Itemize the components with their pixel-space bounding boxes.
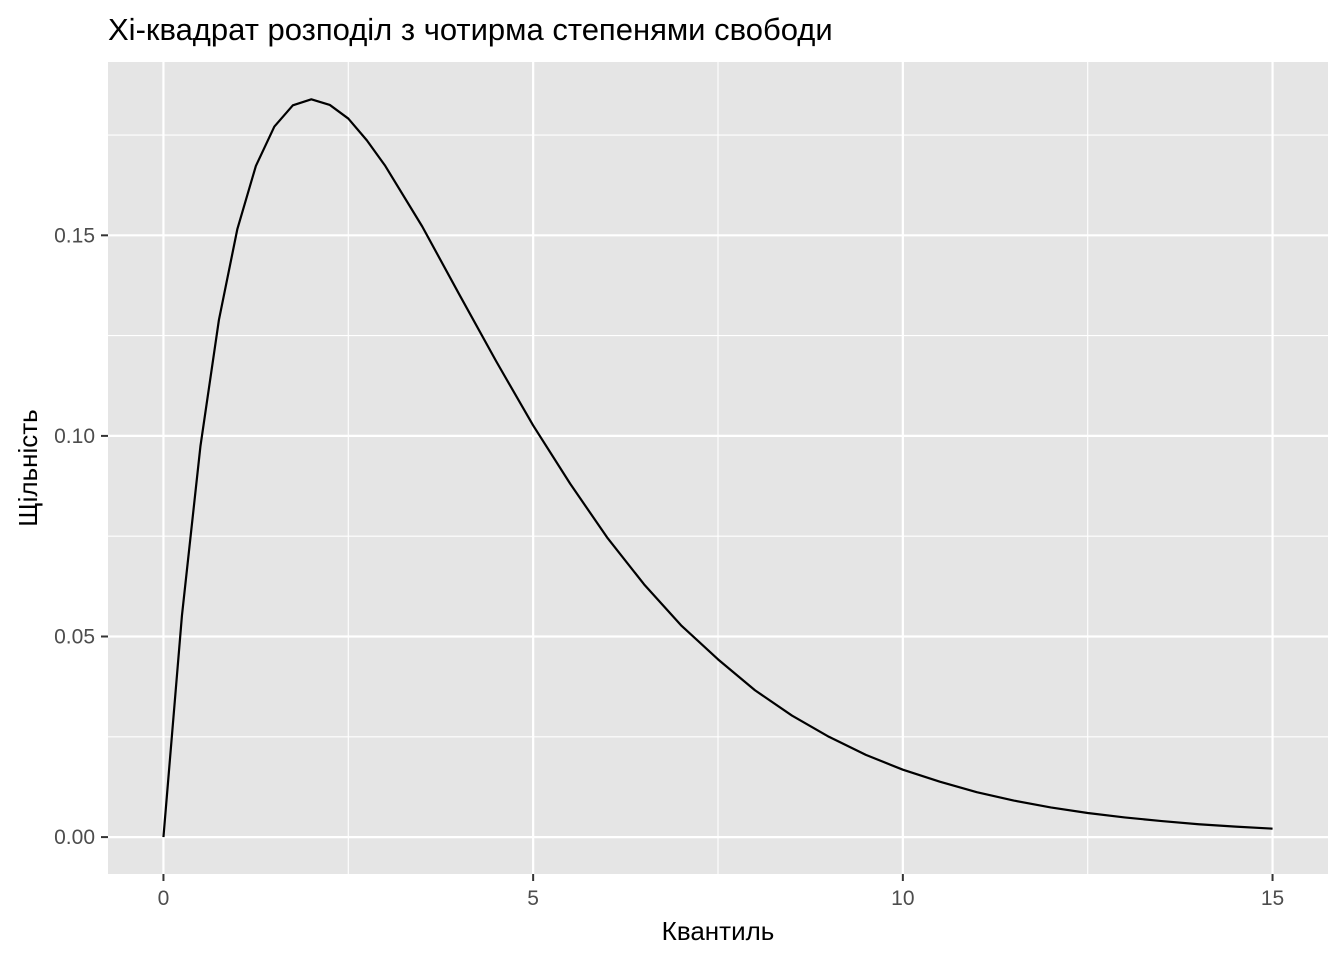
y-tick-label: 0.00 (54, 826, 95, 849)
y-tick-labels: 0.00 0.05 0.10 0.15 (54, 224, 95, 849)
minor-gridlines (108, 62, 1328, 874)
major-gridlines (108, 62, 1328, 874)
y-axis-title: Щільність (13, 409, 43, 526)
density-curve-line (162, 98, 1273, 838)
series-layer (162, 98, 1273, 838)
x-tick-label: 15 (1261, 887, 1284, 910)
y-tick-label: 0.05 (54, 625, 95, 648)
x-tick-labels: 0 5 10 15 (158, 887, 1285, 910)
x-tick-label: 5 (527, 887, 539, 910)
y-tick-label: 0.15 (54, 224, 95, 247)
x-axis-title: Квантиль (662, 916, 775, 946)
x-tick-label: 0 (158, 887, 170, 910)
y-tick-label: 0.10 (54, 425, 95, 448)
chart-title: Хі-квадрат розподіл з чотирма степенями … (108, 12, 833, 47)
axis-ticks (101, 234, 1274, 881)
x-tick-label: 10 (891, 887, 914, 910)
